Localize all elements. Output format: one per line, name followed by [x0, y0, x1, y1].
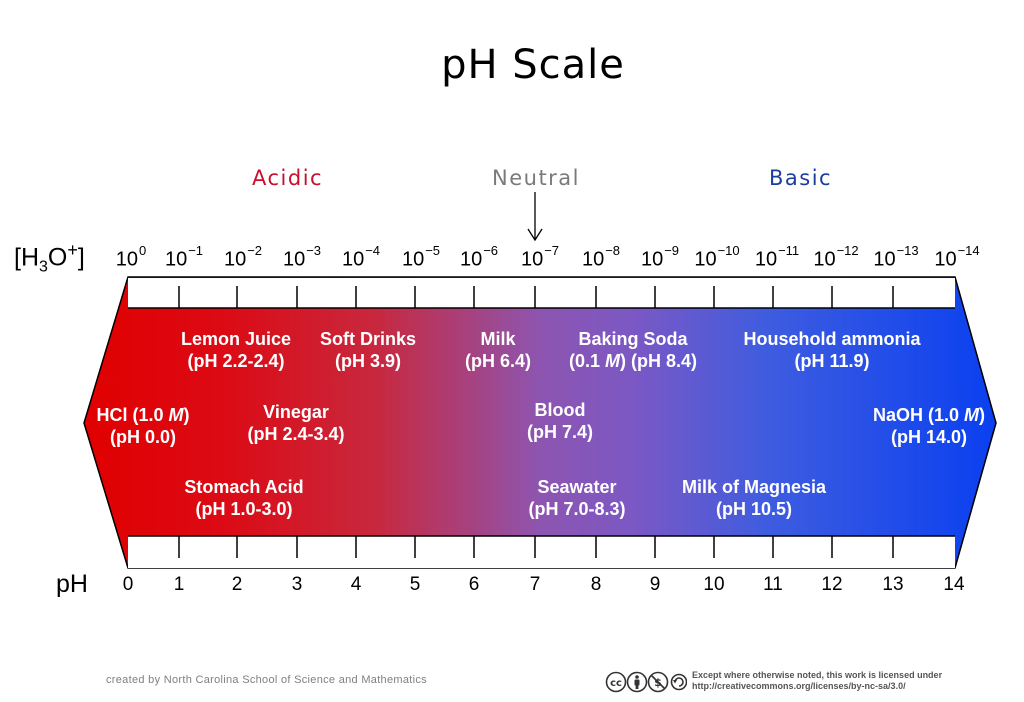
ph-value: 2	[231, 574, 243, 595]
substance-milk: Milk (pH 6.4)	[464, 329, 532, 371]
ph-value: 9	[649, 574, 661, 595]
ph-value: 10	[703, 574, 725, 595]
top-ticks	[178, 286, 894, 308]
substance-hcl: HCl (1.0 M) (pH 0.0)	[96, 405, 190, 447]
ph-axis-label: pH	[56, 570, 88, 598]
substance-lemon-juice: Lemon Juice (pH 2.2-2.4)	[180, 329, 292, 371]
ph-value: 13	[882, 574, 904, 595]
substance-baking-soda: Baking Soda (0.1 M) (pH 8.4)	[568, 329, 698, 371]
credit-text: created by North Carolina School of Scie…	[106, 674, 427, 686]
ph-value: 6	[468, 574, 480, 595]
exponent-label: 10−9	[640, 243, 680, 271]
exponent-label: 10−3	[282, 243, 322, 271]
substance-stomach-acid: Stomach Acid (pH 1.0-3.0)	[184, 477, 304, 519]
exponent-label: 10−4	[341, 243, 381, 271]
substance-soft-drinks: Soft Drinks (pH 3.9)	[319, 329, 417, 371]
substance-milk-of-magnesia: Milk of Magnesia (pH 10.5)	[681, 477, 827, 519]
ph-value: 11	[763, 574, 783, 595]
neutral-label: Neutral	[492, 166, 581, 190]
license-text: Except where otherwise noted, this work …	[692, 670, 942, 692]
exponent-label: 10−14	[934, 243, 980, 271]
ph-value: 4	[350, 574, 362, 595]
ph-value: 5	[409, 574, 421, 595]
substance-household-ammonia: Household ammonia (pH 11.9)	[743, 329, 921, 371]
exponent-label: 10−2	[223, 243, 263, 271]
ph-value: 8	[590, 574, 602, 595]
bottom-tick-band	[128, 536, 955, 568]
share-alike-icon	[670, 673, 687, 691]
ph-value: 12	[821, 574, 843, 595]
exponent-label: 100	[115, 243, 147, 271]
exponent-label: 10−13	[873, 243, 919, 271]
substance-blood: Blood (pH 7.4)	[526, 400, 594, 442]
noncommercial-icon: $	[647, 671, 669, 693]
ph-value: 3	[291, 574, 303, 595]
svg-text:cc: cc	[610, 678, 622, 689]
exponent-label: 10−7	[520, 243, 560, 271]
exponent-label: 10−12	[813, 243, 859, 271]
neutral-arrow-icon	[527, 192, 543, 242]
bottom-ticks	[178, 536, 894, 558]
basic-label: Basic	[769, 166, 833, 190]
license-url: http://creativecommons.org/licenses/by-n…	[692, 681, 906, 691]
ph-value: 14	[943, 574, 965, 595]
ph-value: 7	[529, 574, 541, 595]
ph-value: 0	[122, 574, 134, 595]
exponent-label: 10−11	[754, 243, 800, 271]
exponent-label: 10−8	[581, 243, 621, 271]
ph-value: 1	[173, 574, 185, 595]
exponent-label: 10−1	[164, 243, 204, 271]
top-tick-band	[128, 278, 955, 308]
cc-license-badge: cc $	[605, 671, 687, 693]
page-title: pH Scale	[441, 42, 625, 88]
substance-seawater: Seawater (pH 7.0-8.3)	[528, 477, 626, 519]
cc-icon: cc	[605, 671, 627, 693]
exponent-label: 10−5	[401, 243, 441, 271]
acidic-label: Acidic	[252, 166, 324, 190]
by-attribution-icon	[626, 671, 648, 693]
concentration-label: [H3O+]	[14, 240, 85, 276]
license-line: Except where otherwise noted, this work …	[692, 670, 943, 680]
exponent-label: 10−6	[459, 243, 499, 271]
exponent-label: 10−10	[694, 243, 740, 271]
substance-vinegar: Vinegar (pH 2.4-3.4)	[247, 402, 345, 444]
substance-naoh: NaOH (1.0 M) (pH 14.0)	[872, 405, 986, 447]
